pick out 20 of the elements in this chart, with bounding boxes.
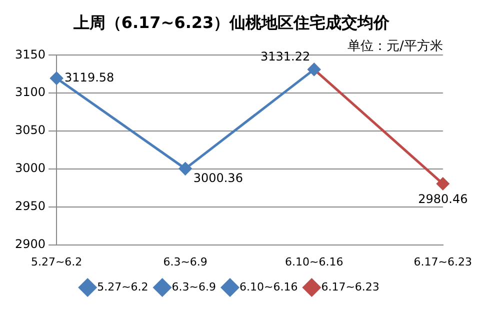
x-tick-label: 6.3~6.9 — [163, 255, 208, 268]
y-tick-label: 2950 — [14, 199, 46, 214]
data-label: 2980.46 — [418, 192, 468, 206]
chart-title: 上周（6.17~6.23）仙桃地区住宅成交均价 — [72, 12, 391, 32]
y-tick-label: 3000 — [14, 161, 46, 176]
y-tick-label: 2900 — [14, 236, 46, 251]
x-tick-label: 6.10~6.16 — [285, 255, 344, 268]
legend-label: 5.27~6.2 — [97, 280, 148, 294]
y-tick-label: 3050 — [14, 123, 46, 138]
legend-label: 6.3~6.9 — [172, 280, 216, 294]
x-tick-label: 5.27~6.2 — [30, 255, 82, 268]
y-tick-label: 3100 — [14, 85, 46, 100]
legend-label: 6.10~6.16 — [240, 280, 298, 294]
text: 单位：元/平方米 — [348, 38, 443, 54]
data-label: 3000.36 — [193, 170, 243, 185]
y-tick-label: 3150 — [14, 47, 46, 62]
data-label: 3119.58 — [64, 70, 114, 84]
x-tick-label: 6.17~6.23 — [414, 255, 472, 268]
legend-label: 6.17~6.23 — [321, 280, 380, 294]
data-label: 3131.22 — [260, 50, 310, 64]
